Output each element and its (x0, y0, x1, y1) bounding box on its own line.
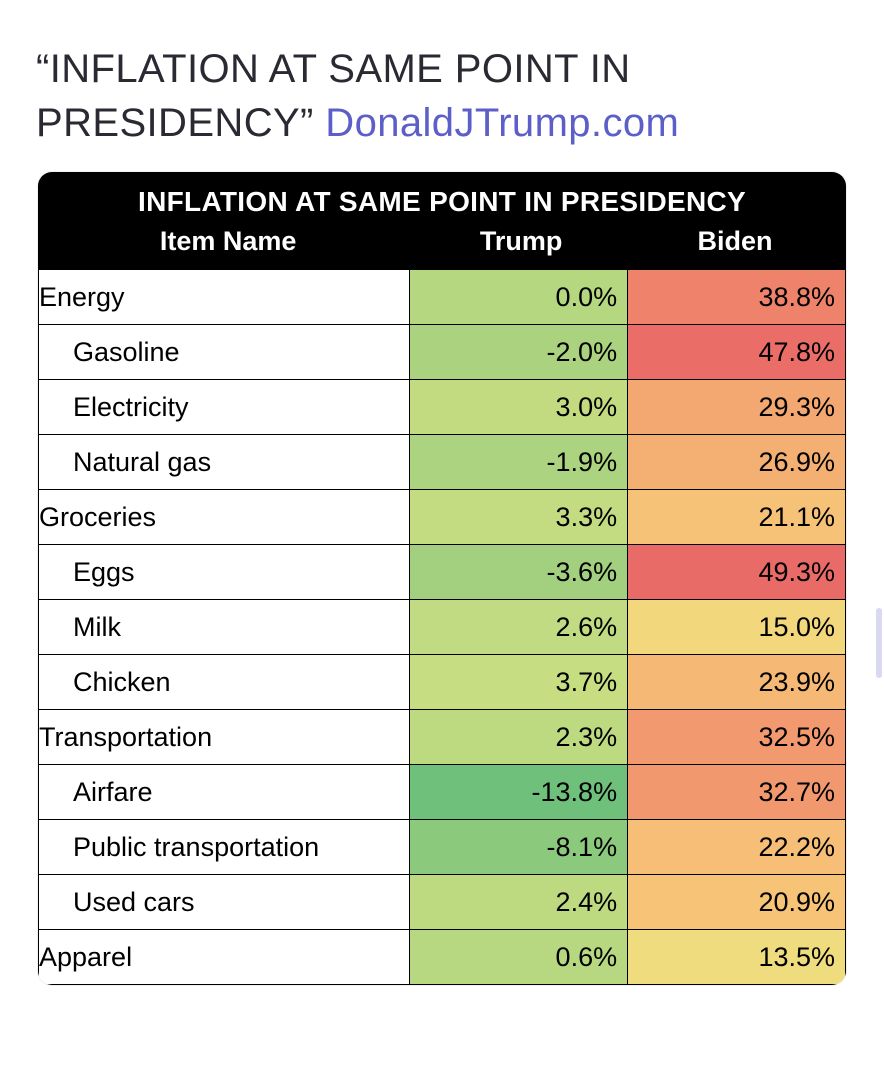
cell-trump-value: -2.0% (410, 325, 628, 380)
table-row: Chicken3.7%23.9% (39, 655, 846, 710)
table-header: INFLATION AT SAME POINT IN PRESIDENCY It… (38, 172, 846, 269)
cell-trump-value: 0.6% (410, 930, 628, 985)
headline-link[interactable]: DonaldJTrump.com (325, 101, 679, 145)
inflation-table: Energy0.0%38.8%Gasoline-2.0%47.8%Electri… (38, 269, 846, 985)
cell-item-name: Milk (39, 600, 410, 655)
table-column-labels: Item Name Trump Biden (46, 226, 838, 257)
col-label-trump: Trump (410, 226, 632, 257)
cell-biden-value: 13.5% (628, 930, 846, 985)
cell-item-name: Public transportation (39, 820, 410, 875)
cell-biden-value: 38.8% (628, 270, 846, 325)
cell-trump-value: -8.1% (410, 820, 628, 875)
cell-trump-value: -13.8% (410, 765, 628, 820)
cell-biden-value: 26.9% (628, 435, 846, 490)
scrollbar-thumb[interactable] (876, 608, 882, 678)
table-row: Transportation2.3%32.5% (39, 710, 846, 765)
cell-biden-value: 15.0% (628, 600, 846, 655)
table-row: Public transportation-8.1%22.2% (39, 820, 846, 875)
cell-biden-value: 22.2% (628, 820, 846, 875)
cell-biden-value: 21.1% (628, 490, 846, 545)
post-headline: “INFLATION AT SAME POINT IN PRESIDENCY” … (36, 42, 848, 150)
cell-trump-value: 3.3% (410, 490, 628, 545)
cell-biden-value: 23.9% (628, 655, 846, 710)
cell-trump-value: 3.0% (410, 380, 628, 435)
cell-item-name: Electricity (39, 380, 410, 435)
table-row: Groceries3.3%21.1% (39, 490, 846, 545)
table-title: INFLATION AT SAME POINT IN PRESIDENCY (46, 186, 838, 218)
cell-biden-value: 20.9% (628, 875, 846, 930)
cell-biden-value: 29.3% (628, 380, 846, 435)
cell-trump-value: 2.6% (410, 600, 628, 655)
cell-item-name: Eggs (39, 545, 410, 600)
cell-item-name: Transportation (39, 710, 410, 765)
table-row: Airfare-13.8%32.7% (39, 765, 846, 820)
cell-item-name: Used cars (39, 875, 410, 930)
inflation-table-card: INFLATION AT SAME POINT IN PRESIDENCY It… (38, 172, 846, 985)
cell-biden-value: 47.8% (628, 325, 846, 380)
table-row: Natural gas-1.9%26.9% (39, 435, 846, 490)
col-label-item: Item Name (46, 226, 410, 257)
cell-trump-value: 3.7% (410, 655, 628, 710)
cell-trump-value: 2.3% (410, 710, 628, 765)
cell-trump-value: -1.9% (410, 435, 628, 490)
table-row: Used cars2.4%20.9% (39, 875, 846, 930)
col-label-biden: Biden (632, 226, 838, 257)
cell-item-name: Energy (39, 270, 410, 325)
cell-item-name: Groceries (39, 490, 410, 545)
cell-item-name: Natural gas (39, 435, 410, 490)
cell-biden-value: 32.5% (628, 710, 846, 765)
cell-item-name: Chicken (39, 655, 410, 710)
table-row: Gasoline-2.0%47.8% (39, 325, 846, 380)
table-row: Eggs-3.6%49.3% (39, 545, 846, 600)
table-row: Milk2.6%15.0% (39, 600, 846, 655)
table-row: Electricity3.0%29.3% (39, 380, 846, 435)
cell-trump-value: -3.6% (410, 545, 628, 600)
table-row: Apparel0.6%13.5% (39, 930, 846, 985)
cell-trump-value: 0.0% (410, 270, 628, 325)
cell-biden-value: 49.3% (628, 545, 846, 600)
table-row: Energy0.0%38.8% (39, 270, 846, 325)
cell-trump-value: 2.4% (410, 875, 628, 930)
cell-item-name: Gasoline (39, 325, 410, 380)
cell-item-name: Airfare (39, 765, 410, 820)
cell-biden-value: 32.7% (628, 765, 846, 820)
cell-item-name: Apparel (39, 930, 410, 985)
